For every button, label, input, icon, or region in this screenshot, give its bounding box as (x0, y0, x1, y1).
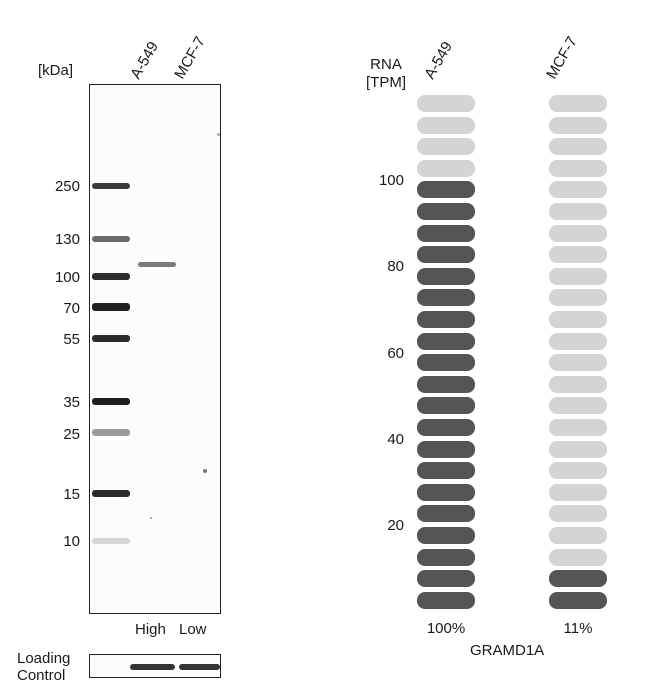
gene-name-label: GRAMD1A (470, 642, 545, 659)
rna-segment (549, 570, 607, 588)
rna-segment (417, 224, 475, 242)
rna-value-label-a549: 100% (426, 620, 466, 637)
marker-label-100: 100 (54, 269, 80, 286)
level-label-high: High (135, 621, 166, 638)
blot-speck (203, 469, 207, 473)
rna-segment (549, 419, 607, 436)
lane-label-mcf7: MCF-7 (171, 33, 209, 82)
rna-segment (417, 203, 475, 220)
rna-segment (549, 354, 607, 372)
ladder-band-70 (92, 303, 130, 311)
rna-segment (417, 289, 475, 307)
rna-segment (549, 224, 607, 242)
loading-control-blot (89, 654, 221, 678)
ladder-band-250 (92, 183, 130, 189)
rna-segment (417, 95, 475, 112)
rna-segment (549, 311, 607, 328)
sample-band-a549 (138, 262, 176, 267)
ladder-band-25 (92, 429, 130, 436)
ladder-band-35 (92, 398, 130, 405)
rna-segment (417, 267, 475, 285)
rna-axis-line2: [TPM] (366, 74, 406, 91)
rna-segment (549, 246, 607, 264)
rna-segment (549, 289, 607, 307)
rna-ytick-80: 80 (387, 258, 404, 275)
rna-segment (549, 181, 607, 199)
marker-label-130: 130 (54, 231, 80, 248)
rna-segment (549, 267, 607, 285)
rna-segment (417, 181, 475, 199)
marker-label-70: 70 (63, 300, 80, 317)
loading-label-line2: Control (17, 667, 66, 684)
kda-unit-label: [kDa] (38, 62, 74, 79)
loading-control-label: Loading Control (17, 650, 70, 684)
rna-segment (417, 527, 475, 544)
level-label-low: Low (179, 621, 207, 638)
marker-label-35: 35 (63, 394, 80, 411)
marker-label-25: 25 (63, 426, 80, 443)
rna-segment (549, 527, 607, 544)
rna-segment (549, 462, 607, 480)
rna-axis-label: RNA [TPM] (360, 56, 412, 92)
rna-segment (417, 440, 475, 458)
ladder-band-55 (92, 335, 130, 342)
rna-segment (549, 116, 607, 134)
rna-segment (549, 505, 607, 523)
marker-label-15: 15 (63, 486, 80, 503)
rna-segment (417, 591, 475, 609)
rna-segment (417, 159, 475, 177)
blot-speck (217, 133, 220, 136)
ladder-band-100 (92, 273, 130, 280)
blot-speck (150, 517, 152, 519)
rna-segment (549, 95, 607, 112)
ladder-band-130 (92, 236, 130, 242)
rna-bar-mcf7 (549, 0, 607, 683)
rna-segment (549, 332, 607, 350)
rna-segment (549, 440, 607, 458)
marker-label-250: 250 (54, 178, 80, 195)
rna-segment (549, 138, 607, 156)
loading-band-mcf7 (179, 664, 220, 670)
rna-segment (549, 203, 607, 220)
ladder-band-15 (92, 490, 130, 497)
lane-label-a549: A-549 (127, 38, 163, 82)
rna-segment (417, 397, 475, 415)
rna-segment (417, 462, 475, 480)
ladder-band-10 (92, 538, 130, 544)
rna-value-label-mcf7: 11% (563, 620, 593, 637)
marker-label-10: 10 (63, 533, 80, 550)
marker-label-55: 55 (63, 331, 80, 348)
rna-segment (417, 483, 475, 501)
rna-axis-line1: RNA (370, 56, 402, 73)
rna-segment (549, 397, 607, 415)
loading-band-a549 (130, 664, 175, 670)
rna-segment (417, 570, 475, 588)
rna-segment (549, 548, 607, 566)
rna-ytick-100: 100 (378, 172, 404, 189)
rna-ytick-40: 40 (387, 431, 404, 448)
rna-segment (417, 419, 475, 436)
rna-segment (549, 591, 607, 609)
rna-segment (417, 354, 475, 372)
rna-segment (417, 505, 475, 523)
rna-segment (417, 375, 475, 393)
rna-ytick-20: 20 (387, 517, 404, 534)
loading-label-line1: Loading (17, 650, 71, 667)
rna-segment (549, 159, 607, 177)
rna-segment (417, 116, 475, 134)
rna-ytick-60: 60 (387, 345, 404, 362)
rna-segment (549, 375, 607, 393)
rna-segment (417, 311, 475, 328)
rna-segment (417, 548, 475, 566)
rna-segment (417, 138, 475, 156)
rna-segment (417, 332, 475, 350)
rna-segment (549, 483, 607, 501)
western-blot-image (89, 84, 221, 614)
rna-bar-a549 (417, 0, 475, 683)
rna-segment (417, 246, 475, 264)
